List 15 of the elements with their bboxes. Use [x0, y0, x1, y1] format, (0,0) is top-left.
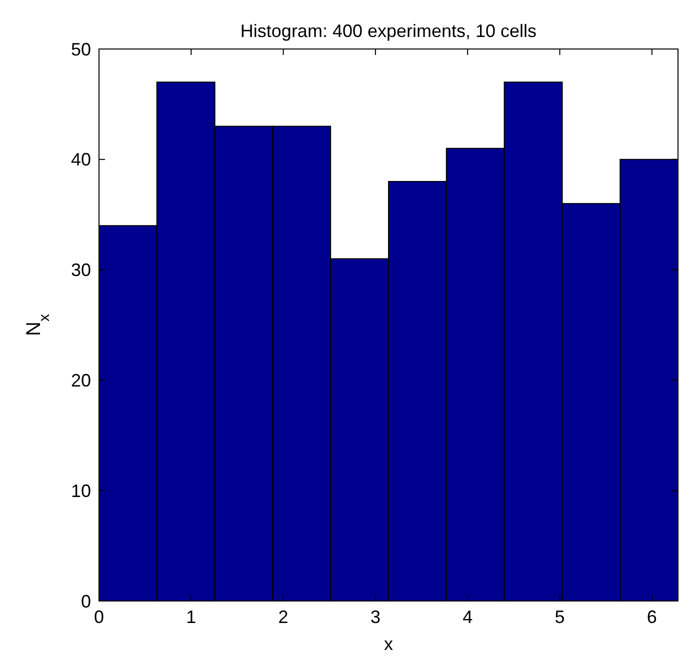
x-tick-label: 2 [278, 607, 288, 627]
x-tick-label: 0 [94, 607, 104, 627]
x-tick-label: 4 [462, 607, 473, 627]
y-tick-label: 10 [70, 480, 91, 501]
y-tick-label: 20 [70, 370, 91, 390]
x-axis-title: x [384, 634, 393, 654]
x-tick-label: 6 [646, 607, 657, 627]
y-tick-label: 0 [80, 591, 91, 612]
x-tick-label: 1 [186, 607, 196, 627]
y-tick-label: 30 [70, 260, 91, 280]
y-tick-label: 40 [70, 150, 91, 170]
chart-title: Histogram: 400 experiments, 10 cells [240, 21, 537, 41]
x-tick-label: 5 [554, 607, 565, 627]
x-tick-label: 3 [370, 607, 380, 627]
y-tick-label: 50 [70, 39, 91, 60]
